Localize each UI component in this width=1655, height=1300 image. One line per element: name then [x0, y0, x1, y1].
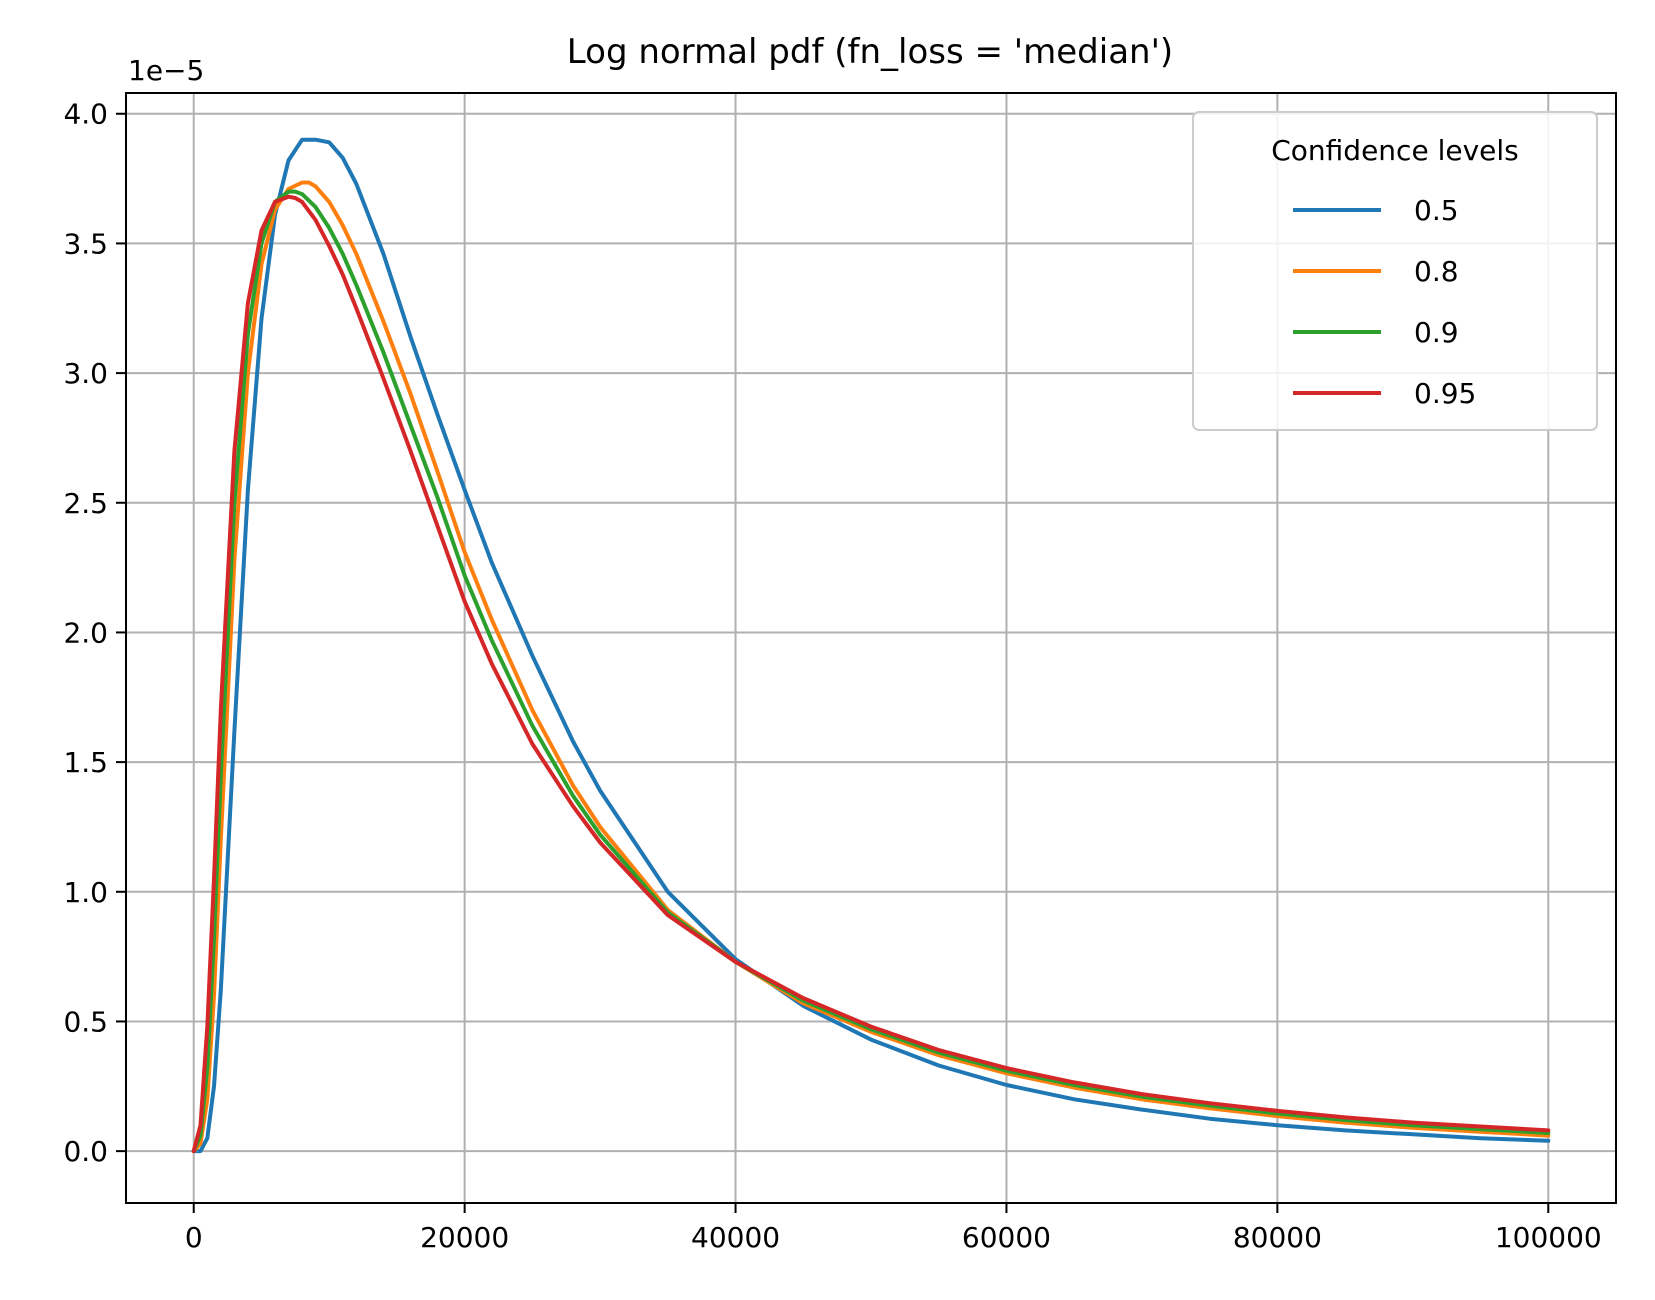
y-tick-label: 0.5 [63, 1005, 108, 1038]
legend-title: Confidence levels [1271, 134, 1519, 167]
y-tick-label: 1.0 [63, 876, 108, 909]
legend-label-0.5: 0.5 [1414, 194, 1459, 227]
y-offset-label: 1e−5 [128, 54, 204, 87]
x-axis: 0 20000 40000 60000 80000 100000 [185, 1203, 1602, 1254]
series-line-0.8 [191, 180, 1551, 1154]
x-tick-label: 0 [185, 1221, 203, 1254]
y-tick-label: 3.5 [63, 227, 108, 260]
legend-label-0.8: 0.8 [1414, 255, 1459, 288]
legend-box [1192, 111, 1598, 431]
chart-title: Log normal pdf (fn_loss = 'median') [567, 32, 1173, 72]
grid-lines [126, 93, 1616, 1203]
y-tick-label: 1.5 [63, 746, 108, 779]
x-tick-label: 20000 [420, 1221, 509, 1254]
plot-area-frame [125, 92, 1617, 1204]
legend-label-0.95: 0.95 [1414, 377, 1476, 410]
series-line-0.5 [191, 137, 1551, 1154]
series-line-0.9 [191, 189, 1551, 1154]
x-tick-label: 100000 [1495, 1221, 1602, 1254]
y-tick-label: 3.0 [63, 357, 108, 390]
series-line-0.95 [191, 194, 1551, 1154]
x-tick-label: 60000 [962, 1221, 1051, 1254]
y-tick-label: 2.5 [63, 487, 108, 520]
legend: Confidence levels 0.5 0.8 0.9 0.95 [1192, 111, 1598, 431]
legend-entries: 0.5 0.8 0.9 0.95 [1293, 194, 1476, 410]
y-axis: 0.0 0.5 1.0 1.5 2.0 2.5 3.0 3.5 4.0 [63, 98, 126, 1168]
y-tick-label: 0.0 [63, 1135, 108, 1168]
x-tick-label: 40000 [691, 1221, 780, 1254]
legend-label-0.9: 0.9 [1414, 316, 1459, 349]
series-lines [191, 137, 1551, 1154]
x-tick-label: 80000 [1233, 1221, 1322, 1254]
y-tick-label: 4.0 [63, 98, 108, 131]
y-tick-label: 2.0 [63, 616, 108, 649]
